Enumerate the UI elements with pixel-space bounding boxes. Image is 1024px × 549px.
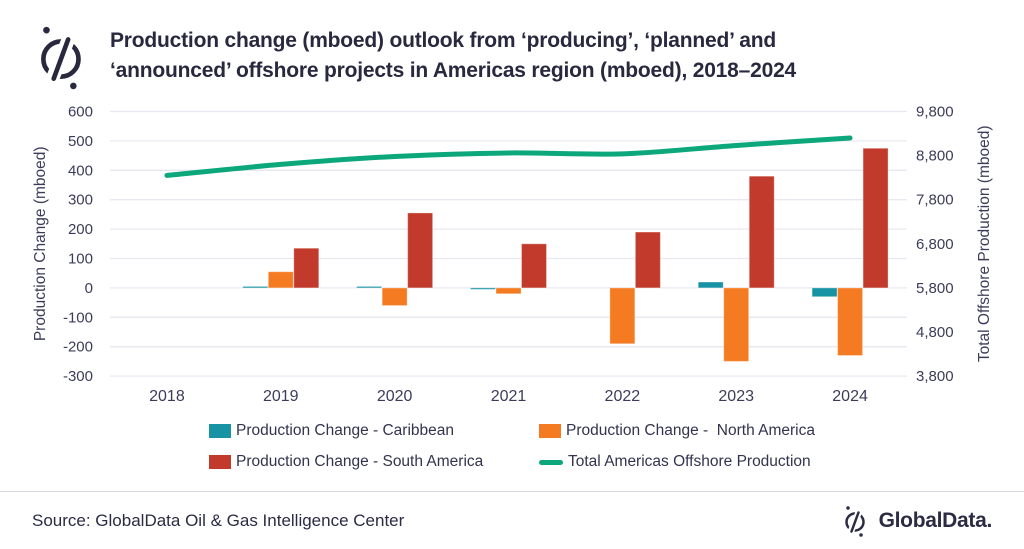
left-axis-tick: 0 — [85, 280, 93, 297]
left-axis-tick: 400 — [68, 162, 93, 179]
chart-title: Production change (mboed) outlook from ‘… — [110, 20, 796, 86]
x-axis-label: 2023 — [718, 388, 754, 405]
x-axis-label: 2024 — [832, 388, 868, 405]
bar-2022-series2 — [634, 231, 661, 289]
brand-text: GlobalData. — [878, 508, 993, 532]
legend-wrap: Production Change - Caribbean Production … — [0, 419, 1024, 474]
x-axis-label: 2021 — [491, 388, 527, 405]
globaldata-logo-icon — [41, 26, 81, 90]
x-axis-label: 2018 — [149, 388, 185, 405]
bar-2024-series1 — [837, 287, 864, 357]
right-axis-title: Total Offshore Production (mboed) — [976, 125, 993, 362]
left-axis-tick: -100 — [63, 309, 93, 326]
globaldata-brand: GlobalData. — [841, 504, 992, 538]
bar-2019-series1 — [267, 271, 294, 289]
legend-item: Production Change - South America — [209, 450, 539, 474]
chart-title-line-2: ‘announced’ offshore projects in America… — [110, 59, 797, 82]
x-axis-label: 2019 — [263, 388, 299, 405]
bar-2021-series0 — [470, 287, 496, 290]
right-axis-tick: 3,800 — [916, 368, 954, 385]
x-axis-label: 2020 — [377, 388, 413, 405]
bar-2022-series1 — [609, 287, 636, 345]
left-axis-tick: 500 — [68, 133, 93, 150]
bar-2019-series2 — [293, 247, 320, 289]
right-axis-tick: 5,800 — [916, 280, 954, 297]
legend-item: Production Change - Caribbean — [209, 419, 539, 443]
source-text: Source: GlobalData Oil & Gas Intelligenc… — [32, 510, 405, 530]
right-axis-tick: 7,800 — [916, 192, 954, 209]
bar-2023-series0 — [697, 281, 724, 289]
legend-label: Production Change - South America — [236, 453, 484, 470]
legend-color-swatch — [209, 455, 231, 469]
legend-item: Production Change - North America — [539, 419, 815, 443]
bar-2019-series0 — [242, 285, 269, 289]
legend-color-swatch — [539, 424, 561, 438]
bar-2024-series0 — [811, 287, 838, 298]
bar-2020-series0 — [356, 285, 383, 289]
bar-2021-series1 — [495, 287, 522, 295]
bar-2021-series2 — [521, 243, 547, 289]
bar-2023-series1 — [723, 287, 750, 362]
legend-color-swatch — [209, 424, 231, 438]
bar-2024-series2 — [862, 147, 889, 289]
right-axis-tick: 9,800 — [916, 104, 954, 121]
left-axis-tick: 200 — [68, 221, 93, 238]
right-axis-tick: 6,800 — [916, 236, 954, 253]
left-axis-tick: 600 — [68, 104, 93, 121]
bar-2020-series2 — [407, 212, 434, 289]
footer: Source: GlobalData Oil & Gas Intelligenc… — [0, 491, 1024, 549]
left-axis-tick: -300 — [63, 368, 93, 385]
chart-legend: Production Change - Caribbean Production … — [209, 419, 815, 474]
right-axis-tick: 8,800 — [916, 148, 954, 165]
legend-line-marker — [539, 459, 563, 465]
x-axis-label: 2022 — [605, 388, 641, 405]
left-axis-title: Production Change (mboed) — [32, 146, 49, 341]
right-axis-tick: 4,800 — [916, 324, 954, 341]
left-axis-tick: -200 — [63, 339, 93, 356]
production-chart: 600 500 400 300 200 100 0 -100 -200 -300 9,800 8,80… — [32, 104, 993, 406]
bar-2020-series1 — [381, 287, 408, 307]
left-axis-tick: 300 — [68, 192, 93, 209]
header: Production change (mboed) outlook from ‘… — [32, 20, 992, 92]
legend-label: Production Change - North America — [566, 422, 815, 439]
legend-label: Production Change - Caribbean — [236, 422, 454, 439]
left-axis-tick: 100 — [68, 251, 93, 268]
chart-title-line-1: Production change (mboed) outlook from ‘… — [110, 29, 776, 52]
legend-label: Total Americas Offshore Production — [568, 453, 811, 470]
total-production-line — [164, 135, 853, 178]
legend-item: Total Americas Offshore Production — [539, 450, 815, 474]
globaldata-logo-icon-small — [844, 505, 865, 537]
bar-2023-series2 — [748, 175, 775, 289]
